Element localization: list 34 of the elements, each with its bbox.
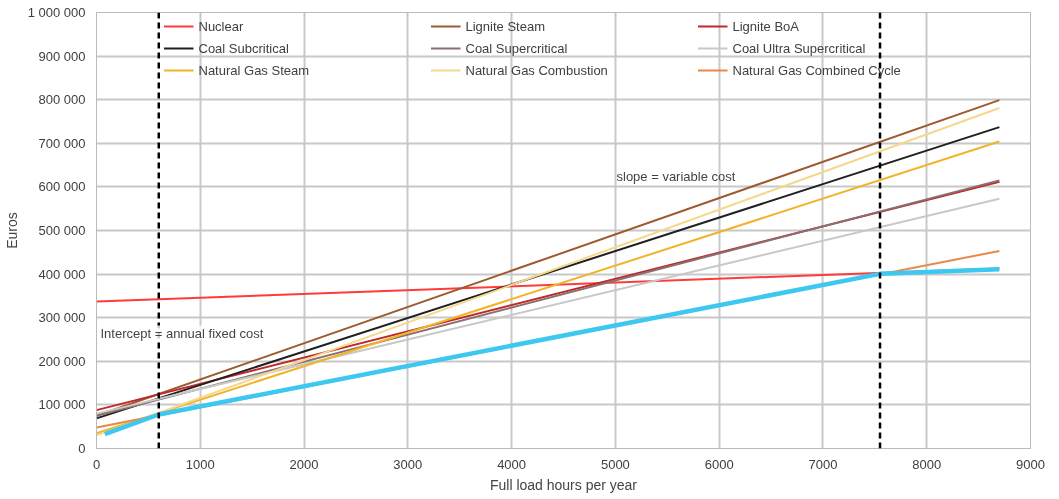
y-tick-label: 500 000 xyxy=(38,223,86,238)
legend-label: Nuclear xyxy=(198,18,245,34)
legend-label: Natural Gas Steam xyxy=(198,62,311,78)
y-tick-label: 1 000 000 xyxy=(27,5,86,20)
y-tick-label: 800 000 xyxy=(38,92,86,108)
y-tick-label: 0 xyxy=(78,441,86,456)
legend-label: Coal Supercritical xyxy=(465,40,569,56)
y-tick-label: 100 000 xyxy=(38,397,86,413)
x-tick-label: 9000 xyxy=(1016,456,1045,472)
legend-label: Natural Gas Combined Cycle xyxy=(732,62,902,78)
legend-label: Natural Gas Combustion xyxy=(465,62,609,78)
x-tick-label: 6000 xyxy=(704,456,734,472)
x-tick-label: 0 xyxy=(92,456,101,472)
legend-label: Lignite BoA xyxy=(732,18,800,34)
y-tick-label: 400 000 xyxy=(38,266,86,282)
legend-label: Coal Subcritical xyxy=(198,40,290,56)
legend-label: Coal Ultra Supercritical xyxy=(732,40,867,56)
annotation: Intercept = annual fixed cost xyxy=(100,325,264,341)
x-tick-label: 5000 xyxy=(600,456,630,472)
x-tick-label: 2000 xyxy=(289,456,319,472)
x-tick-label: 8000 xyxy=(912,456,942,472)
annotation: slope = variable cost xyxy=(616,168,736,184)
x-axis-title: Full load hours per year xyxy=(489,476,638,493)
y-tick-label: 600 000 xyxy=(38,179,86,195)
x-tick-label: 1000 xyxy=(185,456,215,472)
x-tick-label: 3000 xyxy=(393,456,423,472)
y-tick-label: 200 000 xyxy=(38,353,86,369)
x-tick-label: 4000 xyxy=(497,456,527,472)
x-tick-label: 7000 xyxy=(808,456,838,472)
y-axis-title: Euros xyxy=(3,212,20,249)
y-tick-label: 900 000 xyxy=(38,48,86,64)
y-tick-label: 300 000 xyxy=(38,310,86,326)
legend-label: Lignite Steam xyxy=(465,18,546,34)
y-tick-label: 700 000 xyxy=(38,135,86,151)
